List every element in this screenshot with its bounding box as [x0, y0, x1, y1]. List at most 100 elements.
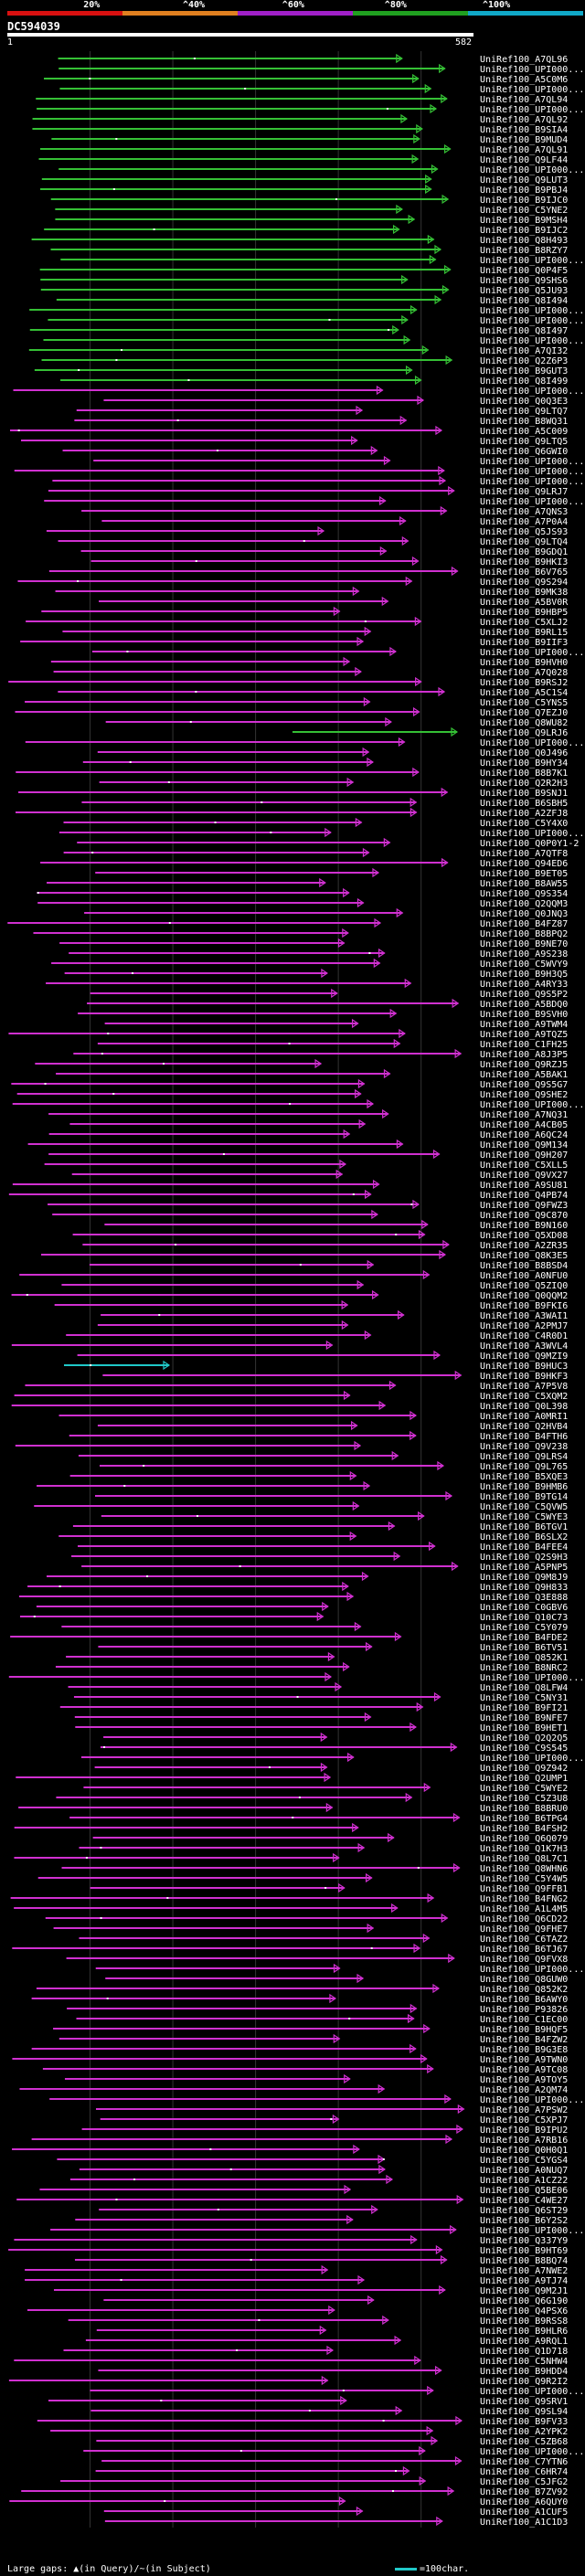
- hit-link[interactable]: UniRef100_A1L4M5: [480, 1904, 569, 1914]
- hit-link[interactable]: UniRef100_A5BV0R: [480, 598, 569, 608]
- hit-link[interactable]: UniRef100_B9GUT3: [480, 366, 569, 376]
- hit-link[interactable]: UniRef100_C6TAZ2: [480, 1935, 569, 1945]
- hit-link[interactable]: UniRef100_Q9VX27: [480, 1171, 569, 1181]
- hit-link[interactable]: UniRef100_Q3E888: [480, 1593, 569, 1603]
- hit-link[interactable]: UniRef100_B9HBP5: [480, 608, 569, 618]
- hit-link[interactable]: UniRef100_C1EC00: [480, 2015, 569, 2025]
- hit-link[interactable]: UniRef100_Q5BE06: [480, 2186, 569, 2196]
- hit-link[interactable]: UniRef100_B9HDD4: [480, 2367, 569, 2377]
- hit-link[interactable]: UniRef100_B7ZV92: [480, 2487, 569, 2497]
- hit-link[interactable]: UniRef100_C5WVY9: [480, 959, 569, 970]
- hit-link[interactable]: UniRef100_B9HY34: [480, 758, 569, 769]
- hit-link[interactable]: UniRef100_A1CUF5: [480, 2507, 569, 2518]
- hit-link[interactable]: UniRef100_Q852K2: [480, 1985, 569, 1995]
- hit-link[interactable]: UniRef100_A0MRI1: [480, 1412, 569, 1422]
- hit-link[interactable]: UniRef100_B9ET05: [480, 869, 569, 879]
- hit-link[interactable]: UniRef100_Q9C870: [480, 1211, 569, 1221]
- hit-link[interactable]: UniRef100_A5C009: [480, 427, 569, 437]
- hit-link[interactable]: UniRef100_UPI000...: [480, 477, 585, 487]
- hit-link[interactable]: UniRef100_Q0H0Q1: [480, 2146, 569, 2156]
- hit-link[interactable]: UniRef100_A2YPK2: [480, 2427, 569, 2437]
- hit-link[interactable]: UniRef100_Q9SHS6: [480, 276, 569, 286]
- hit-link[interactable]: UniRef100_B8BRU0: [480, 1804, 569, 1814]
- hit-link[interactable]: UniRef100_Q8LFW4: [480, 1683, 569, 1693]
- hit-link[interactable]: UniRef100_B8WQ31: [480, 417, 569, 427]
- hit-link[interactable]: UniRef100_B9RSJ2: [480, 678, 569, 688]
- hit-link[interactable]: UniRef100_Q1D718: [480, 2347, 569, 2357]
- hit-link[interactable]: UniRef100_B9MSH4: [480, 216, 569, 226]
- hit-link[interactable]: UniRef100_UPI000...: [480, 829, 585, 839]
- hit-link[interactable]: UniRef100_B6TV51: [480, 1643, 569, 1653]
- hit-link[interactable]: UniRef100_C5ZB68: [480, 2437, 569, 2447]
- hit-link[interactable]: UniRef100_UPI000...: [480, 387, 585, 397]
- hit-link[interactable]: UniRef100_B6SLX2: [480, 1532, 569, 1542]
- hit-link[interactable]: UniRef100_C5Y4W5: [480, 1874, 569, 1884]
- hit-link[interactable]: UniRef100_C5WYE2: [480, 1784, 569, 1794]
- hit-link[interactable]: UniRef100_C5JFG2: [480, 2477, 569, 2487]
- hit-link[interactable]: UniRef100_B9TG14: [480, 1492, 569, 1502]
- hit-link[interactable]: UniRef100_UPI000...: [480, 256, 585, 266]
- hit-link[interactable]: UniRef100_Q5JU93: [480, 286, 569, 296]
- hit-link[interactable]: UniRef100_A0NFU0: [480, 1271, 569, 1281]
- hit-link[interactable]: UniRef100_Q4PSX6: [480, 2306, 569, 2316]
- hit-link[interactable]: UniRef100_C5NHW4: [480, 2357, 569, 2367]
- hit-link[interactable]: UniRef100_Q9S5G7: [480, 1080, 569, 1090]
- hit-link[interactable]: UniRef100_B9MUD4: [480, 135, 569, 145]
- hit-link[interactable]: UniRef100_Q5XD08: [480, 1231, 569, 1241]
- hit-link[interactable]: UniRef100_Q9S5P2: [480, 990, 569, 1000]
- hit-link[interactable]: UniRef100_Q5JS93: [480, 527, 569, 537]
- hit-link[interactable]: UniRef100_B9RL15: [480, 628, 569, 638]
- hit-link[interactable]: UniRef100_B4FZ87: [480, 919, 569, 929]
- hit-link[interactable]: UniRef100_A9TC08: [480, 2065, 569, 2075]
- hit-link[interactable]: UniRef100_UPI000...: [480, 2095, 585, 2105]
- hit-link[interactable]: UniRef100_Q8K3E5: [480, 1251, 569, 1261]
- hit-link[interactable]: UniRef100_Q6CD22: [480, 1914, 569, 1924]
- hit-link[interactable]: UniRef100_Q0Q3E3: [480, 397, 569, 407]
- hit-link[interactable]: UniRef100_UPI000...: [480, 738, 585, 748]
- hit-link[interactable]: UniRef100_UPI000...: [480, 1673, 585, 1683]
- hit-link[interactable]: UniRef100_B9HMB6: [480, 1482, 569, 1492]
- hit-link[interactable]: UniRef100_Q8WHN6: [480, 1864, 569, 1874]
- hit-link[interactable]: UniRef100_Q337Y9: [480, 2236, 569, 2246]
- hit-link[interactable]: UniRef100_A2ZFJ8: [480, 809, 569, 819]
- hit-link[interactable]: UniRef100_B9SVH0: [480, 1010, 569, 1020]
- hit-link[interactable]: UniRef100_A9TQZ5: [480, 1030, 569, 1040]
- hit-link[interactable]: UniRef100_A1CZ22: [480, 2176, 569, 2186]
- hit-link[interactable]: UniRef100_A0NUQ7: [480, 2166, 569, 2176]
- hit-link[interactable]: UniRef100_B4FNG2: [480, 1894, 569, 1904]
- hit-link[interactable]: UniRef100_A8J3P5: [480, 1050, 569, 1060]
- hit-link[interactable]: UniRef100_A5PNP5: [480, 1563, 569, 1573]
- hit-link[interactable]: UniRef100_Q9FVX8: [480, 1955, 569, 1965]
- hit-link[interactable]: UniRef100_UPI000...: [480, 2447, 585, 2457]
- hit-link[interactable]: UniRef100_Q4PB74: [480, 1191, 569, 1201]
- hit-link[interactable]: UniRef100_B9IJC0: [480, 196, 569, 206]
- hit-link[interactable]: UniRef100_Q10C73: [480, 1613, 569, 1623]
- hit-link[interactable]: UniRef100_A7PSW2: [480, 2105, 569, 2115]
- hit-link[interactable]: UniRef100_A9TWN0: [480, 2055, 569, 2065]
- hit-link[interactable]: UniRef100_Q2UMP1: [480, 1774, 569, 1784]
- hit-link[interactable]: UniRef100_C5XQM2: [480, 1392, 569, 1402]
- hit-link[interactable]: UniRef100_C5Y079: [480, 1623, 569, 1633]
- hit-link[interactable]: UniRef100_UPI000...: [480, 497, 585, 507]
- hit-link[interactable]: UniRef100_Q0P4F5: [480, 266, 569, 276]
- hit-link[interactable]: UniRef100_B9HET1: [480, 1723, 569, 1733]
- hit-link[interactable]: UniRef100_Q0P0Y1-2: [480, 839, 580, 849]
- hit-link[interactable]: UniRef100_A7QTF8: [480, 849, 569, 859]
- hit-link[interactable]: UniRef100_B9IPU2: [480, 2125, 569, 2136]
- hit-link[interactable]: UniRef100_C5Z3U8: [480, 1794, 569, 1804]
- hit-link[interactable]: UniRef100_B9HVH0: [480, 658, 569, 668]
- hit-link[interactable]: UniRef100_Q0L398: [480, 1402, 569, 1412]
- hit-link[interactable]: UniRef100_C5Y4X0: [480, 819, 569, 829]
- hit-link[interactable]: UniRef100_B9HT69: [480, 2246, 569, 2256]
- hit-link[interactable]: UniRef100_B9GDQ1: [480, 547, 569, 557]
- hit-link[interactable]: UniRef100_B9RSS8: [480, 2316, 569, 2327]
- hit-link[interactable]: UniRef100_Q0JNQ3: [480, 909, 569, 919]
- hit-link[interactable]: UniRef100_A7Q028: [480, 668, 569, 678]
- hit-link[interactable]: UniRef100_C5YNE2: [480, 206, 569, 216]
- hit-link[interactable]: UniRef100_Q2Z6P3: [480, 356, 569, 366]
- hit-link[interactable]: UniRef100_C4WE27: [480, 2196, 569, 2206]
- hit-link[interactable]: UniRef100_B4FSH2: [480, 1824, 569, 1834]
- hit-link[interactable]: UniRef100_A7QL96: [480, 55, 569, 65]
- hit-link[interactable]: UniRef100_B4FTH6: [480, 1432, 569, 1442]
- hit-link[interactable]: UniRef100_Q0J496: [480, 748, 569, 758]
